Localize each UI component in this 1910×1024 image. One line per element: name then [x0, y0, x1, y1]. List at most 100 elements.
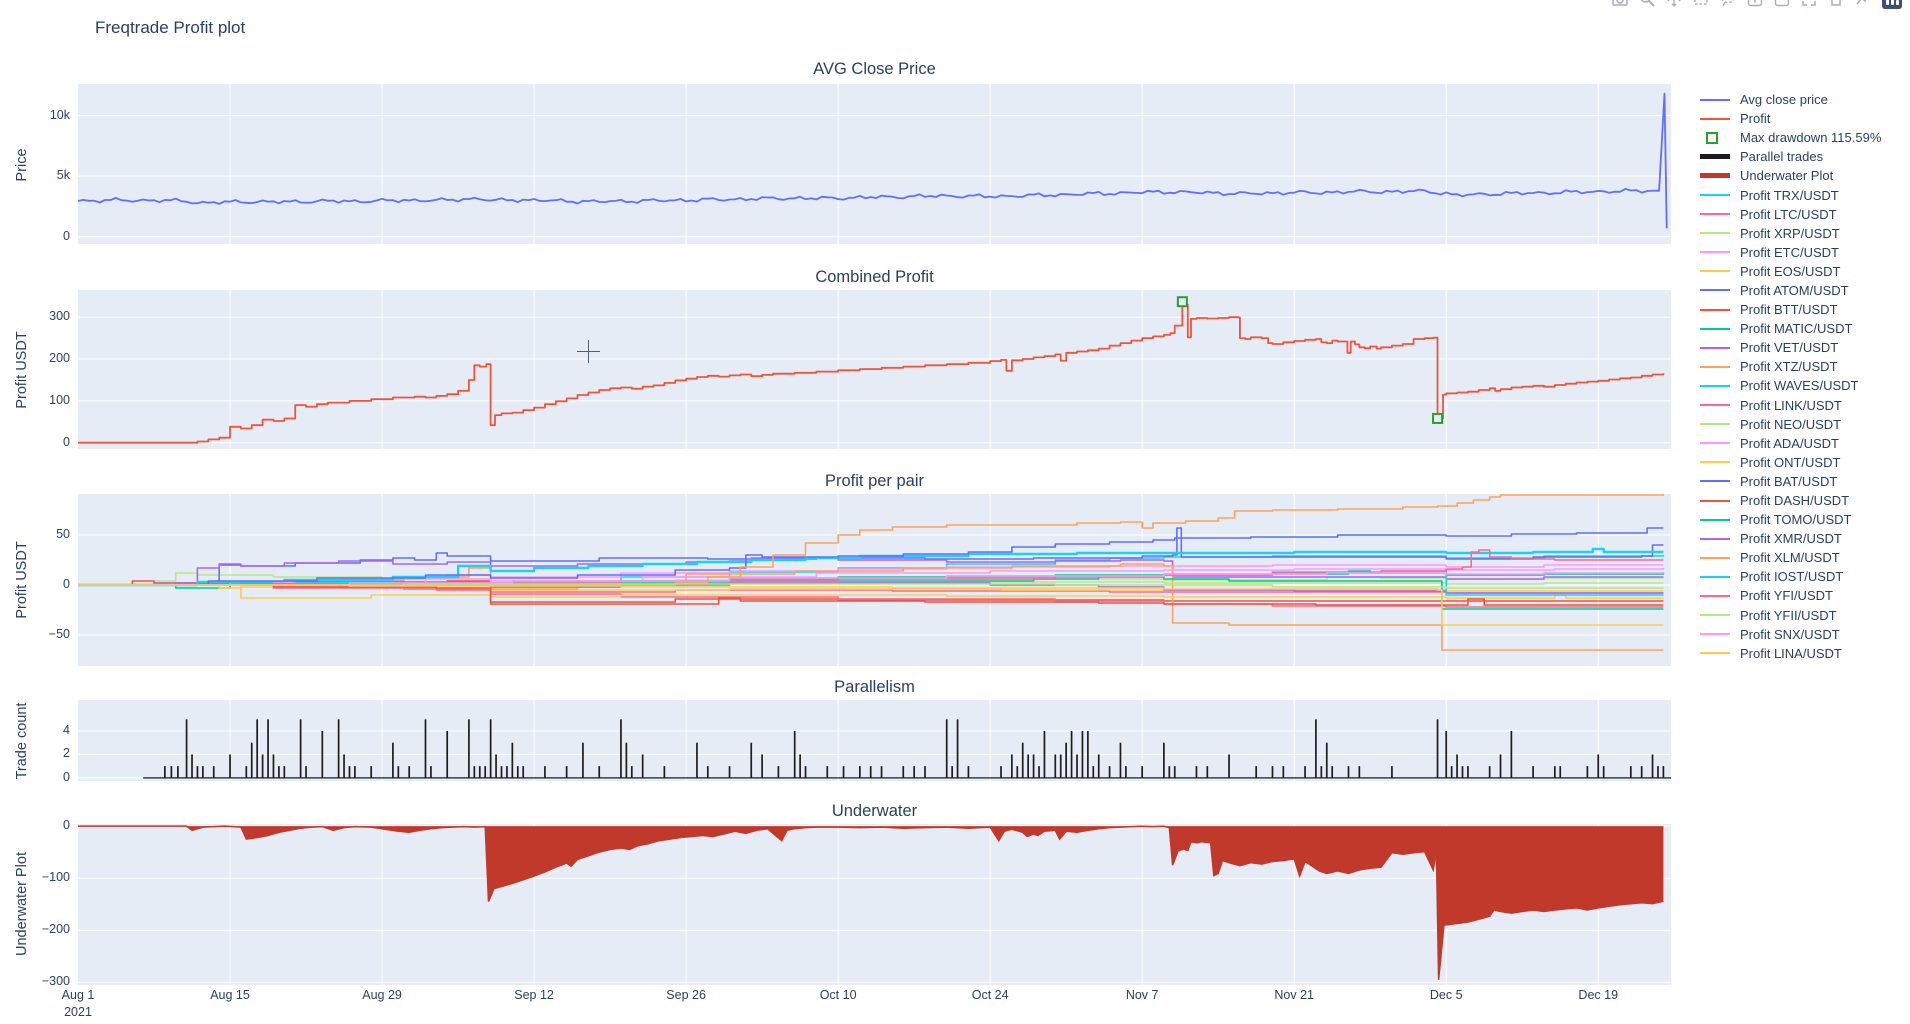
legend-item[interactable]: Profit IOST/USDT: [1700, 567, 1881, 586]
legend-swatch-icon: [1700, 251, 1730, 254]
zoom-out-icon[interactable]: [1774, 0, 1790, 7]
legend-swatch-icon: [1700, 518, 1730, 521]
y-tick-label: −300: [41, 974, 70, 989]
legend-item[interactable]: Profit: [1700, 109, 1881, 128]
avg-close-price-chart[interactable]: [78, 84, 1671, 244]
legend-item[interactable]: Profit LINK/USDT: [1700, 396, 1881, 415]
legend-item[interactable]: Profit XRP/USDT: [1700, 224, 1881, 243]
toggle-hover-icon[interactable]: [1855, 0, 1871, 7]
legend-item[interactable]: Profit NEO/USDT: [1700, 415, 1881, 434]
reset-axes-icon[interactable]: [1828, 0, 1844, 7]
legend-item[interactable]: Profit BTT/USDT: [1700, 300, 1881, 319]
x-tick-label: Oct 24: [971, 988, 1009, 1002]
legend-item-label: Profit WAVES/USDT: [1740, 378, 1859, 394]
legend-item-label: Profit ATOM/USDT: [1740, 282, 1849, 298]
x-tick-label: Dec 19: [1578, 988, 1619, 1002]
legend-item[interactable]: Profit YFI/USDT: [1700, 586, 1881, 605]
legend-item-label: Profit XLM/USDT: [1740, 550, 1840, 566]
y-tick-label: 200: [49, 351, 70, 366]
legend-item[interactable]: Profit EOS/USDT: [1700, 262, 1881, 281]
plotly-logo[interactable]: [1882, 0, 1902, 9]
legend-item[interactable]: Max drawdown 115.59%: [1700, 128, 1881, 147]
y-tick-label: −200: [41, 922, 70, 937]
x-tick-label: Nov 21: [1274, 988, 1314, 1002]
page-title: Freqtrade Profit plot: [95, 18, 246, 37]
download-plot-icon[interactable]: [1612, 0, 1628, 7]
parallelism-chart[interactable]: [78, 700, 1671, 781]
legend-item[interactable]: Parallel trades: [1700, 147, 1881, 166]
legend-item-label: Profit NEO/USDT: [1740, 416, 1842, 432]
legend-item[interactable]: Underwater Plot: [1700, 166, 1881, 185]
legend-item[interactable]: Profit WAVES/USDT: [1700, 376, 1881, 395]
legend-item[interactable]: Profit SNX/USDT: [1700, 625, 1881, 644]
lasso-select-icon[interactable]: [1720, 0, 1736, 7]
legend-item[interactable]: Profit ONT/USDT: [1700, 453, 1881, 472]
legend-item[interactable]: Profit ATOM/USDT: [1700, 281, 1881, 300]
legend-swatch-icon: [1700, 154, 1730, 160]
legend-swatch-icon: [1700, 480, 1730, 483]
autoscale-icon[interactable]: [1801, 0, 1817, 7]
legend-item-label: Profit TRX/USDT: [1740, 187, 1839, 203]
underwater-chart[interactable]: [78, 824, 1671, 985]
legend-item[interactable]: Profit ADA/USDT: [1700, 434, 1881, 453]
box-select-icon[interactable]: [1693, 0, 1709, 7]
subplot-title-combined-profit: Combined Profit: [815, 268, 934, 286]
legend-item[interactable]: Profit XLM/USDT: [1700, 548, 1881, 567]
legend-item[interactable]: Profit TRX/USDT: [1700, 185, 1881, 204]
legend-swatch-icon: [1700, 346, 1730, 349]
y-tick-label: 4: [63, 723, 70, 738]
legend-item-label: Avg close price: [1740, 92, 1828, 108]
legend-item[interactable]: Profit VET/USDT: [1700, 338, 1881, 357]
legend-item-label: Profit ETC/USDT: [1740, 244, 1839, 260]
profit-per-pair-chart[interactable]: [78, 494, 1671, 666]
y-tick-label: 10k: [49, 107, 70, 122]
legend-item-label: Profit LTC/USDT: [1740, 206, 1837, 222]
legend-item-label: Max drawdown 115.59%: [1740, 130, 1882, 146]
x-tick-label: Sep 12: [514, 988, 554, 1002]
legend-item-label: Parallel trades: [1740, 149, 1824, 165]
legend-item-label: Profit DASH/USDT: [1740, 493, 1850, 509]
legend-swatch-icon: [1700, 652, 1730, 655]
legend-item[interactable]: Profit LINA/USDT: [1700, 644, 1881, 663]
x-tick-label: Sep 26: [666, 988, 706, 1002]
legend-item[interactable]: Profit XTZ/USDT: [1700, 357, 1881, 376]
legend-item-label: Profit MATIC/USDT: [1740, 321, 1853, 337]
legend-item[interactable]: Profit TOMO/USDT: [1700, 510, 1881, 529]
legend-item-label: Profit XMR/USDT: [1740, 531, 1842, 547]
legend-item-label: Profit ADA/USDT: [1740, 435, 1839, 451]
legend-item-label: Profit BAT/USDT: [1740, 473, 1838, 489]
legend-swatch-icon: [1700, 633, 1730, 636]
legend-item[interactable]: Avg close price: [1700, 90, 1881, 109]
combined-profit-chart[interactable]: [78, 290, 1671, 449]
legend-swatch-icon: [1700, 98, 1730, 101]
legend-swatch-icon: [1700, 499, 1730, 502]
legend-item-label: Profit XTZ/USDT: [1740, 359, 1838, 375]
zoom-in-icon[interactable]: [1747, 0, 1763, 7]
legend-swatch-icon: [1700, 194, 1730, 197]
pan-icon[interactable]: [1666, 0, 1682, 7]
legend-item[interactable]: Profit DASH/USDT: [1700, 491, 1881, 510]
legend-item[interactable]: Profit YFII/USDT: [1700, 606, 1881, 625]
y-tick-label: 50: [56, 527, 70, 541]
legend-item[interactable]: Profit XMR/USDT: [1700, 529, 1881, 548]
legend-item-label: Profit YFI/USDT: [1740, 588, 1833, 604]
legend-item[interactable]: Profit ETC/USDT: [1700, 243, 1881, 262]
y-tick-label: 0: [63, 434, 70, 449]
legend-swatch-icon: [1700, 327, 1730, 330]
legend-item-label: Profit: [1740, 111, 1771, 127]
legend-swatch-icon: [1700, 117, 1730, 120]
subplot-title-underwater: Underwater: [831, 802, 918, 820]
y-tick-label: 2: [63, 746, 70, 761]
legend-item[interactable]: Profit BAT/USDT: [1700, 472, 1881, 491]
y-tick-label: −100: [41, 870, 70, 885]
modebar: [1612, 0, 1902, 11]
legend-swatch-icon: [1700, 365, 1730, 368]
legend-item-label: Profit VET/USDT: [1740, 340, 1839, 356]
legend-item-label: Profit LINK/USDT: [1740, 397, 1842, 413]
legend-item[interactable]: Profit LTC/USDT: [1700, 205, 1881, 224]
zoom-icon[interactable]: [1639, 0, 1655, 7]
y-tick-label: −50: [48, 627, 70, 641]
x-tick-label: Aug 15: [210, 988, 250, 1002]
legend-item[interactable]: Profit MATIC/USDT: [1700, 319, 1881, 338]
subplot-title-avg-close: AVG Close Price: [813, 60, 936, 78]
